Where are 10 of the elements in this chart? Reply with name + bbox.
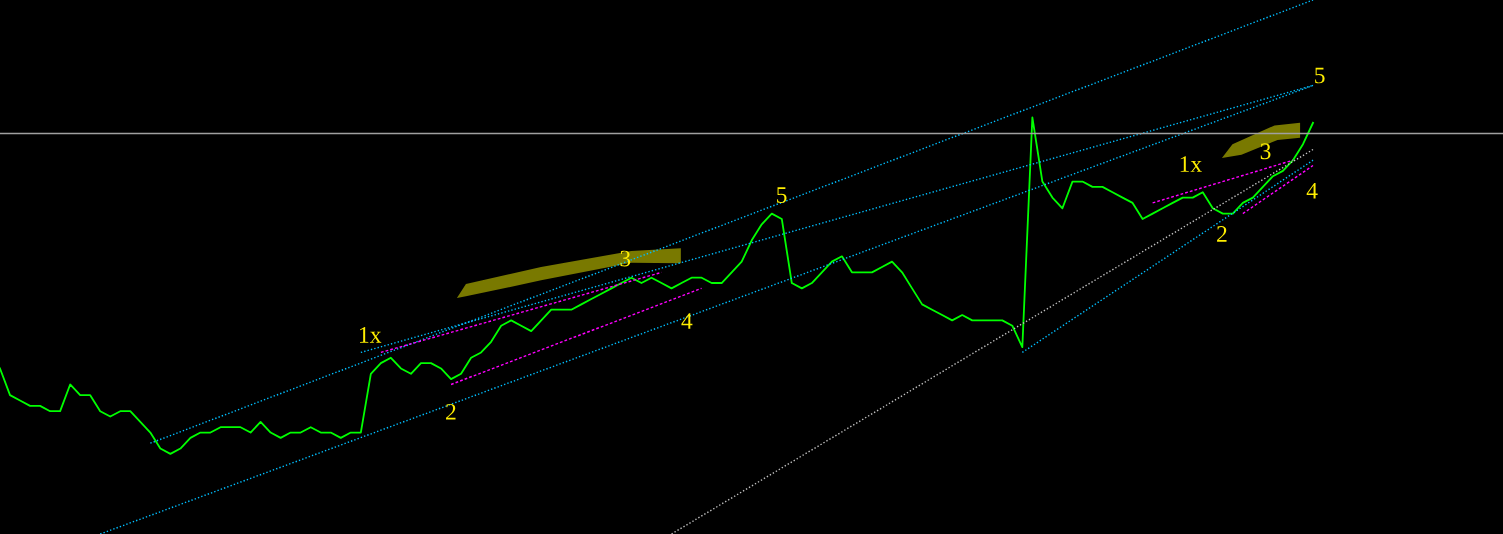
- annotation: 5: [1315, 67, 1325, 84]
- annotation: 4: [1306, 182, 1318, 199]
- annotation: 3: [620, 250, 631, 267]
- annotation: 3: [1260, 143, 1271, 160]
- annotation: 2: [446, 403, 456, 420]
- annotation: 1x: [1180, 156, 1202, 172]
- annotation: 2: [1217, 226, 1227, 242]
- annotation: 1x: [360, 327, 382, 343]
- annotation: 4: [681, 313, 693, 329]
- annotation: 5: [777, 187, 787, 203]
